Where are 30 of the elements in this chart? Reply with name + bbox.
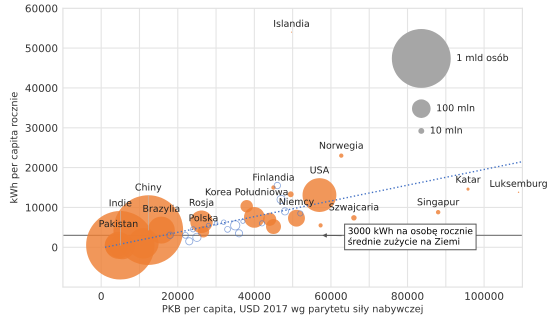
y-tick-label: 60000: [26, 4, 58, 12]
x-tick-label: 20000: [162, 292, 194, 300]
legend-label: 10 mln: [430, 126, 462, 134]
x-axis-title: PKB per capita, USD 2017 wg parytetu siły nabywczej: [162, 304, 422, 314]
y-tick-label: 10000: [26, 204, 58, 212]
annotation: Rosja: [190, 198, 214, 208]
x-tick-label: 40000: [238, 292, 270, 300]
annotation: USA: [310, 166, 330, 174]
legend-label: 1 mld osób: [457, 53, 508, 62]
annotation: Norwegia: [320, 142, 363, 151]
annotation: Islandia: [274, 20, 309, 27]
y-tick-label: 20000: [26, 164, 58, 172]
annotation: Singapur: [418, 198, 460, 208]
x-tick-label: 0: [98, 292, 104, 300]
annotation: Chiny: [135, 183, 162, 192]
y-tick-label: 0: [52, 243, 58, 252]
annotation: Korea Południowa: [206, 188, 288, 196]
ref-line-label: 3000 kWh na osobę rocznie średnie zużycie na Ziemi: [348, 227, 472, 247]
x-tick-label: 80000: [392, 292, 424, 300]
x-tick-label: 60000: [315, 292, 347, 300]
y-axis-title: kWh per capita rocznie: [10, 92, 20, 203]
annotation: Luksemburg: [490, 180, 547, 189]
annotation: Katar: [456, 176, 481, 183]
y-tick-label: 30000: [26, 124, 58, 132]
annotation: Finlandia: [253, 173, 294, 181]
x-tick-label: 100000: [465, 292, 504, 300]
annotation: Szwajcaria: [329, 203, 378, 212]
legend-label: 100 mln: [437, 104, 474, 112]
y-tick-label: 50000: [26, 44, 58, 52]
y-tick-label: 40000: [25, 84, 58, 92]
